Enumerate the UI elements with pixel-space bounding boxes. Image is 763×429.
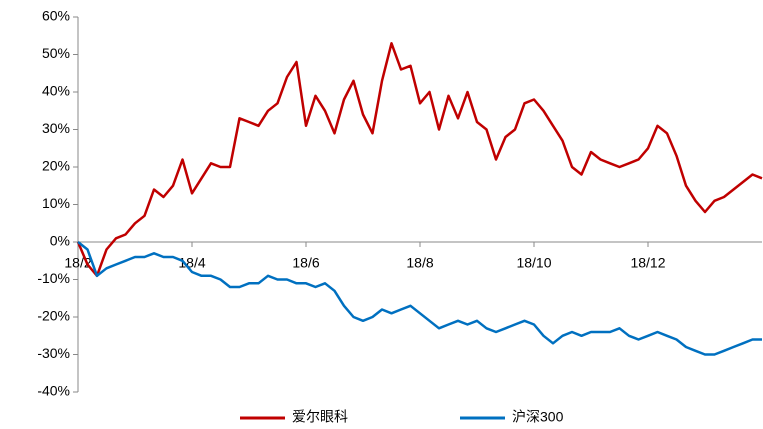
y-tick-label: 20% <box>42 158 70 174</box>
y-tick-label: 0% <box>50 233 70 249</box>
y-tick-label: 50% <box>42 45 70 61</box>
y-tick-label: 40% <box>42 83 70 99</box>
y-tick-label: -40% <box>37 383 70 399</box>
y-tick-label: -10% <box>37 270 70 286</box>
legend-label: 沪深300 <box>512 409 564 425</box>
y-tick-label: 60% <box>42 8 70 24</box>
legend-label: 爱尔眼科 <box>292 409 348 425</box>
x-tick-label: 18/6 <box>292 255 319 271</box>
x-tick-label: 18/8 <box>406 255 433 271</box>
x-tick-label: 18/10 <box>516 255 551 271</box>
series-line <box>76 42 763 278</box>
series-line <box>77 241 762 356</box>
y-tick-label: 30% <box>42 120 70 136</box>
y-tick-label: -30% <box>37 345 70 361</box>
y-tick-label: 10% <box>42 195 70 211</box>
x-tick-label: 18/4 <box>178 255 205 271</box>
y-tick-label: -20% <box>37 308 70 324</box>
x-tick-label: 18/12 <box>630 255 665 271</box>
